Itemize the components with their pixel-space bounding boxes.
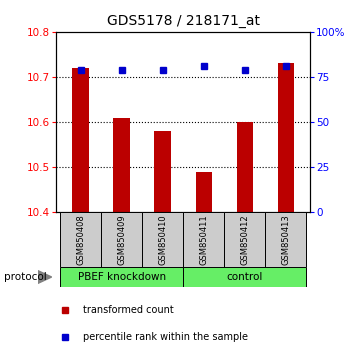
Bar (265, 212, 306, 267)
Bar (101, 212, 142, 267)
Text: GSM850412: GSM850412 (240, 215, 249, 265)
Polygon shape (38, 270, 52, 283)
Bar (60, 212, 101, 267)
Bar (278, 63, 294, 212)
Text: GSM850411: GSM850411 (199, 215, 208, 265)
Bar (183, 267, 306, 287)
Bar (155, 131, 171, 212)
Bar (60, 267, 183, 287)
Bar (224, 212, 265, 267)
Bar (236, 122, 253, 212)
Text: GSM850408: GSM850408 (76, 215, 85, 265)
Bar (196, 172, 212, 212)
Text: control: control (227, 272, 263, 282)
Text: transformed count: transformed count (83, 306, 173, 315)
Bar (113, 118, 130, 212)
Bar (72, 68, 89, 212)
Bar (183, 212, 224, 267)
Text: GSM850410: GSM850410 (158, 215, 167, 265)
Text: GSM850409: GSM850409 (117, 215, 126, 265)
Text: PBEF knockdown: PBEF knockdown (78, 272, 166, 282)
Text: protocol: protocol (4, 272, 46, 282)
Text: GSM850413: GSM850413 (281, 215, 290, 265)
Title: GDS5178 / 218171_at: GDS5178 / 218171_at (107, 14, 260, 28)
Text: percentile rank within the sample: percentile rank within the sample (83, 332, 248, 342)
Bar (142, 212, 183, 267)
